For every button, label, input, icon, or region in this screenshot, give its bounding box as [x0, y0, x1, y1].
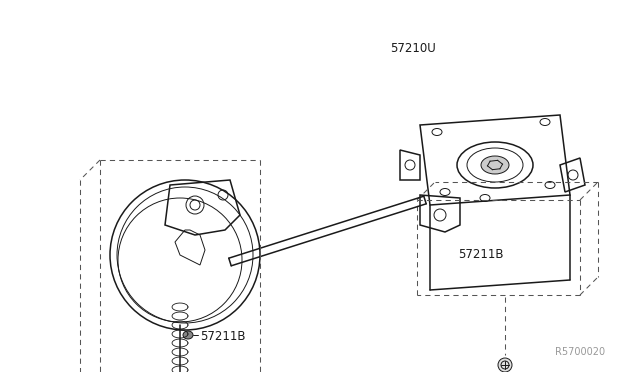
- Text: 57211B: 57211B: [200, 330, 246, 343]
- Text: R5700020: R5700020: [555, 347, 605, 357]
- Text: 57211B: 57211B: [458, 248, 504, 261]
- Ellipse shape: [498, 358, 512, 372]
- Ellipse shape: [481, 156, 509, 174]
- Ellipse shape: [183, 331, 193, 339]
- Text: 57210U: 57210U: [390, 42, 436, 55]
